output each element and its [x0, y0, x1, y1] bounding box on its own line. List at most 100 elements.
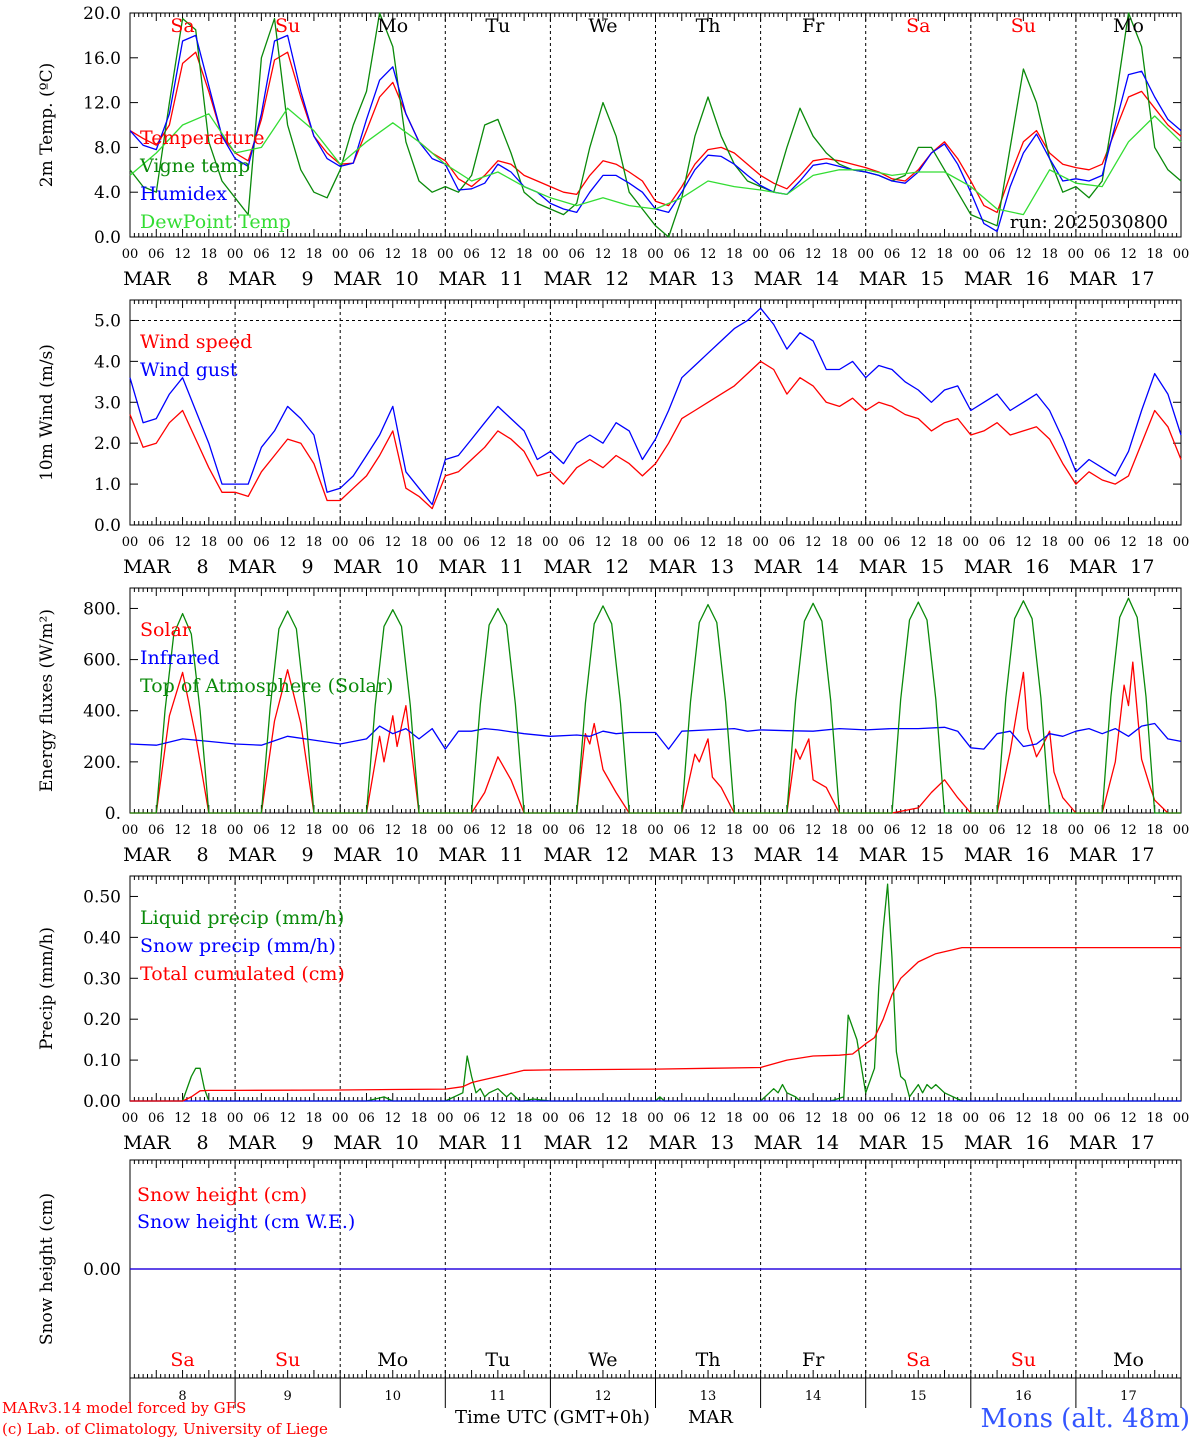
y-tick-label: 4.0: [94, 352, 121, 372]
legend-entry: Infrared: [140, 647, 220, 669]
x-hour-label: 12: [174, 535, 191, 550]
x-hour-label: 06: [568, 823, 585, 838]
legend-entry: DewPoint Temp: [140, 211, 291, 233]
x-hour-label: 12: [700, 1111, 717, 1126]
x-hour-label: 00: [1173, 1111, 1190, 1126]
x-hour-label: 06: [1094, 535, 1111, 550]
x-day-label: 15: [920, 556, 944, 578]
x-axis-title: Time UTC (GMT+0h): [455, 1407, 650, 1428]
x-day-label: 10: [384, 1389, 401, 1404]
series-line-dewpoint-temp: [129, 107, 1182, 216]
x-day-label: 9: [302, 556, 314, 578]
legend-entry: Wind speed: [140, 331, 252, 353]
x-hour-label: 12: [490, 247, 507, 262]
y-tick-label: 5.0: [94, 311, 121, 331]
x-hour-label: 12: [279, 1111, 296, 1126]
x-hour-label: 18: [726, 1111, 743, 1126]
x-month-label: MAR: [1069, 556, 1117, 578]
y-tick-label: 4.0: [94, 183, 121, 203]
x-hour-label: 06: [358, 247, 375, 262]
x-hour-label: 06: [148, 247, 165, 262]
x-hour-label: 18: [1041, 535, 1058, 550]
x-hour-label: 00: [227, 535, 244, 550]
y-tick-label: 200.: [83, 753, 121, 773]
weekday-label: Th: [696, 1349, 721, 1371]
y-tick-label: 0.0: [94, 516, 121, 536]
x-hour-label: 18: [516, 1111, 533, 1126]
x-hour-label: 12: [490, 1111, 507, 1126]
x-hour-label: 06: [779, 1111, 796, 1126]
x-month-label: MAR: [754, 268, 802, 290]
x-month-label: MAR: [123, 844, 171, 866]
x-day-label: 17: [1130, 844, 1154, 866]
weekday-label: We: [588, 15, 617, 37]
x-hour-label: 18: [936, 823, 953, 838]
x-day-label: 17: [1120, 1389, 1137, 1404]
x-hour-label: 06: [1094, 1111, 1111, 1126]
x-hour-label: 18: [411, 535, 428, 550]
run-annotation: run: 2025030800: [1010, 212, 1168, 233]
x-hour-label: 06: [253, 823, 270, 838]
series-line-wind-gust: [129, 307, 1182, 506]
x-day-label: 8: [178, 1389, 186, 1404]
y-tick-label: 2.0: [94, 434, 121, 454]
location-label: Mons (alt. 48m): [981, 1404, 1190, 1434]
legend-entry: Snow precip (mm/h): [140, 935, 336, 957]
x-hour-label: 06: [463, 823, 480, 838]
series-line-total-cumulated-cm-: [130, 946, 1181, 1102]
x-hour-label: 00: [227, 1111, 244, 1126]
x-hour-label: 12: [384, 247, 401, 262]
x-month-label: MAR: [228, 556, 276, 578]
x-hour-label: 06: [884, 1111, 901, 1126]
x-hour-label: 18: [726, 247, 743, 262]
x-hour-label: 12: [490, 823, 507, 838]
chart-panel-4: 0.00 0.10 0.20 0.30 0.40 0.50 Precip (mm/h) Liq…: [37, 875, 1190, 1154]
x-hour-label: 12: [910, 823, 927, 838]
x-hour-label: 06: [148, 535, 165, 550]
x-hour-label: 00: [122, 1111, 139, 1126]
x-hour-label: 18: [831, 1111, 848, 1126]
x-hour-label: 00: [647, 247, 664, 262]
y-tick-label: 0.10: [83, 1051, 121, 1071]
x-hour-label: 18: [831, 823, 848, 838]
x-hour-label: 06: [779, 823, 796, 838]
x-hour-label: 18: [306, 535, 323, 550]
x-hour-label: 00: [647, 1111, 664, 1126]
x-hour-label: 06: [463, 535, 480, 550]
x-hour-label: 00: [437, 535, 454, 550]
x-hour-label: 18: [1041, 1111, 1058, 1126]
x-day-label: 15: [920, 268, 944, 290]
x-day-label: 8: [196, 268, 208, 290]
chart-panel-2: 0.0 1.0 2.0 3.0 4.0 5.0 10m Wind (m/s) Wind spe…: [37, 299, 1190, 578]
y-tick-label: 0.30: [83, 969, 121, 989]
x-day-label: 14: [815, 844, 839, 866]
weekday-label: Sa: [170, 1349, 194, 1371]
x-hour-label: 06: [1094, 823, 1111, 838]
x-hour-label: 00: [227, 247, 244, 262]
x-day-label: 16: [1015, 1389, 1032, 1404]
x-hour-label: 06: [1094, 247, 1111, 262]
x-hour-label: 12: [700, 247, 717, 262]
x-month-label: MAR: [649, 1132, 697, 1154]
x-month-label: MAR: [438, 268, 486, 290]
x-day-label: 11: [490, 1389, 507, 1404]
x-hour-label: 12: [595, 247, 612, 262]
x-hour-label: 00: [437, 1111, 454, 1126]
x-hour-label: 12: [1120, 535, 1137, 550]
chart-panel-5: 0.00 Snow height (cm) Snow height (cm) Snow…: [37, 1159, 1182, 1408]
x-hour-label: 00: [1173, 535, 1190, 550]
x-day-label: 10: [395, 844, 419, 866]
x-hour-label: 00: [1068, 247, 1085, 262]
weekday-label: Tu: [485, 1349, 510, 1371]
y-axis-title: 10m Wind (m/s): [37, 344, 57, 481]
x-day-label: 16: [1025, 556, 1049, 578]
y-tick-label: 0.50: [83, 887, 121, 907]
y-tick-label: 0.40: [83, 928, 121, 948]
x-hour-label: 18: [306, 823, 323, 838]
x-hour-label: 00: [332, 823, 349, 838]
x-hour-label: 00: [437, 823, 454, 838]
series-line-wind-speed: [129, 360, 1182, 510]
x-hour-label: 06: [989, 535, 1006, 550]
y-axis-title: Energy fluxes (W/m²): [37, 609, 57, 792]
x-axis-month: MAR: [688, 1407, 733, 1428]
